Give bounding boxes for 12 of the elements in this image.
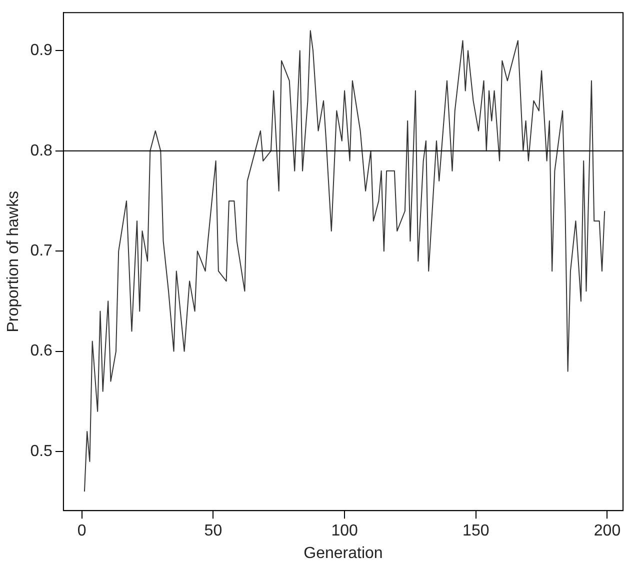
y-tick-label: 0.5 — [30, 442, 53, 460]
x-tick-label: 50 — [204, 522, 222, 540]
y-axis-title: Proportion of hawks — [5, 190, 22, 332]
x-axis-title: Generation — [304, 544, 383, 562]
y-tick-label: 0.6 — [30, 342, 53, 360]
x-tick-label: 100 — [331, 522, 358, 540]
x-tick-label: 200 — [594, 522, 621, 540]
y-tick-label: 0.8 — [30, 142, 53, 160]
y-tick-label: 0.9 — [30, 42, 53, 60]
y-tick-label: 0.7 — [30, 242, 53, 260]
x-tick-label: 0 — [77, 522, 86, 540]
x-tick-label: 150 — [462, 522, 490, 540]
